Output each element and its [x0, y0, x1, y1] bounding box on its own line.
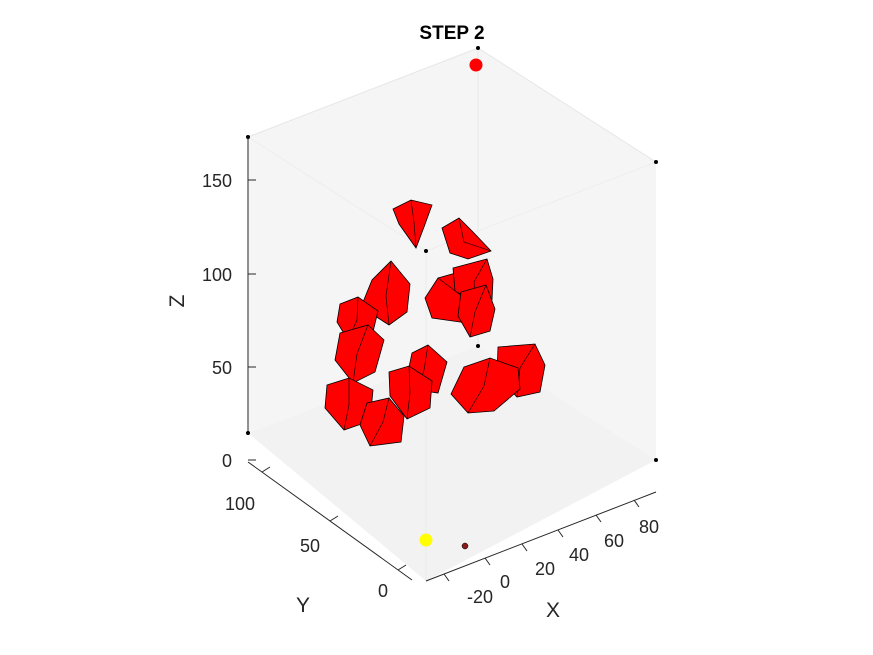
corner-point — [424, 249, 428, 253]
x-tick-mark — [443, 573, 450, 582]
x-ticks: -20 0 20 40 60 80 — [443, 499, 659, 607]
x-tick-label: 40 — [569, 545, 589, 565]
box-edge — [247, 136, 427, 252]
corner-point — [654, 160, 658, 164]
dark-red-marker — [461, 542, 469, 550]
back-left-pane — [248, 48, 478, 433]
cluster-shape — [457, 284, 496, 338]
y-ticks: 0 50 100 — [225, 466, 407, 601]
y-tick-mark — [329, 515, 339, 522]
y-axis-label: Y — [296, 594, 310, 617]
y-tick-label: 0 — [378, 581, 388, 601]
x-tick-mark — [484, 557, 491, 566]
x-axis-label: X — [546, 599, 560, 622]
x-tick-label: 0 — [500, 572, 510, 592]
corner-point — [476, 344, 480, 348]
x-tick-label: -20 — [467, 587, 493, 607]
corner-point — [246, 135, 250, 139]
cluster-shape — [334, 324, 385, 384]
z-axis-label: Z — [166, 294, 189, 307]
cluster-shape — [450, 357, 521, 414]
x-axis-line — [425, 491, 657, 582]
cluster-shape — [392, 199, 433, 249]
corner-point — [476, 46, 480, 50]
x-tick-mark — [595, 514, 602, 523]
top-red-marker — [469, 58, 483, 72]
z-tick-label: 0 — [222, 451, 232, 471]
z-tick-label: 50 — [212, 358, 232, 378]
x-tick-label: 20 — [535, 559, 555, 579]
y-tick-label: 50 — [300, 536, 320, 556]
cluster-shape — [388, 365, 433, 420]
z-tick-label: 150 — [202, 171, 232, 191]
y-tick-label: 100 — [225, 494, 255, 514]
cluster-group — [324, 199, 546, 447]
cluster-shape — [359, 397, 405, 447]
corner-point — [654, 458, 658, 462]
chart-title: STEP 2 — [419, 23, 484, 44]
yellow-marker — [419, 533, 433, 547]
x-tick-mark — [521, 543, 528, 552]
x-tick-mark — [557, 529, 564, 538]
x-tick-mark — [633, 499, 640, 508]
z-ticks: 0 50 100 150 — [202, 171, 256, 471]
corner-point — [246, 431, 250, 435]
x-tick-label: 80 — [639, 517, 659, 537]
z-tick-label: 100 — [202, 265, 232, 285]
y-tick-mark — [261, 466, 271, 473]
y-tick-mark — [397, 564, 407, 571]
cluster-shape — [441, 217, 492, 260]
x-tick-label: 60 — [604, 531, 624, 551]
